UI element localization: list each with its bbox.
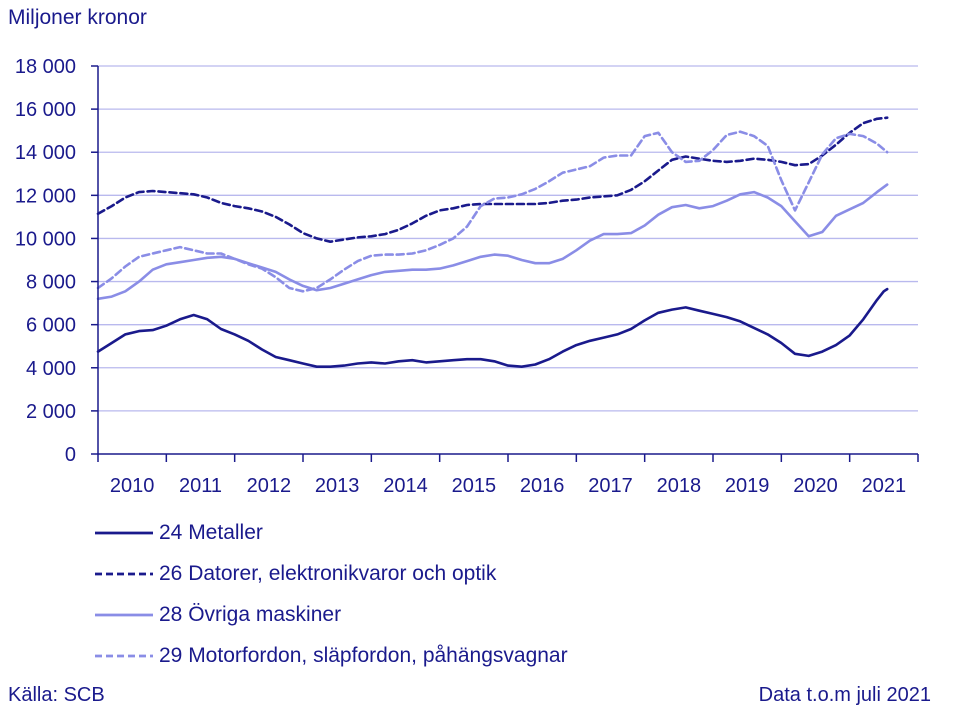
x-tick-label: 2019 [725,475,770,497]
legend-swatch [95,531,153,534]
data-note: Data t.o.m juli 2021 [758,684,931,706]
x-tick-label: 2021 [862,475,907,497]
series-line-2 [96,116,889,243]
legend-swatch [95,572,153,575]
legend-swatch [95,654,153,657]
y-tick-label: 0 [65,444,76,466]
y-axis-title: Miljoner kronor [8,6,147,29]
x-tick-label: 2013 [315,475,360,497]
y-tick-label: 6 000 [26,315,76,337]
x-tick-label: 2012 [247,475,292,497]
x-tick-label: 2010 [110,475,155,497]
x-tick-label: 2011 [179,475,222,497]
y-tick-label: 2 000 [26,401,76,423]
x-tick-label: 2017 [588,475,633,497]
legend-label: 29 Motorfordon, släpfordon, påhängsvagna… [159,643,568,667]
legend-item: 29 Motorfordon, släpfordon, påhängsvagna… [95,635,568,676]
y-tick-label: 12 000 [15,185,76,207]
series-line-4 [96,130,889,293]
legend-swatch [95,613,153,616]
x-tick-labels: 2010 2011 2012 2013 2014 2015 2016 2017 2018 2019… [110,475,906,497]
legend: 24 Metaller 26 Datorer, elektronikvaror o… [95,512,568,676]
legend-item: 26 Datorer, elektronikvaror och optik [95,553,568,594]
axes [91,65,919,462]
x-tick-label: 2020 [793,475,838,497]
y-tick-label: 4 000 [26,358,76,380]
legend-label: 28 Övriga maskiner [159,602,342,626]
x-tick-label: 2015 [452,475,497,497]
y-tick-label: 18 000 [15,56,76,78]
x-tick-label: 2014 [383,475,428,497]
x-tick-label: 2016 [520,475,565,497]
legend-label: 24 Metaller [159,520,263,544]
x-tick-label: 2018 [657,475,702,497]
y-tick-label: 14 000 [15,142,76,164]
legend-label: 26 Datorer, elektronikvaror och optik [159,561,497,585]
y-tick-label: 8 000 [26,272,76,294]
legend-item: 28 Övriga maskiner [95,594,568,635]
series-lines [96,116,889,368]
y-tick-label: 16 000 [15,99,76,121]
grid-lines [98,65,918,412]
source-label: Källa: SCB [8,684,105,706]
y-tick-labels: 0 2 000 4 000 6 000 8 000 10 000 12 000 14 000 1… [15,56,76,466]
legend-item: 24 Metaller [95,512,568,553]
series-line-1 [96,287,889,368]
y-tick-label: 10 000 [15,228,76,250]
